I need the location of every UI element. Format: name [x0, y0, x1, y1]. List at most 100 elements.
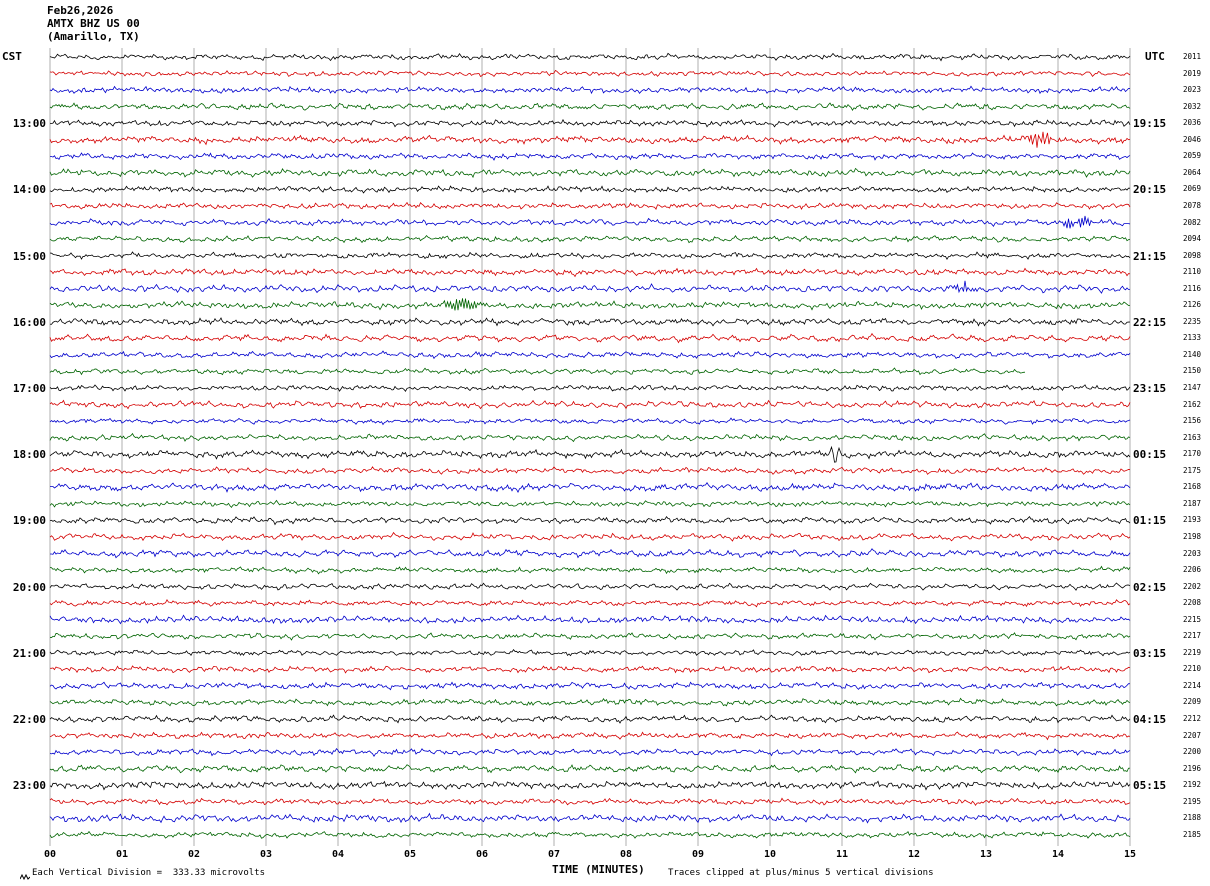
trace-id: 2163	[1183, 432, 1202, 442]
cst-hour-label: 21:00	[12, 646, 46, 660]
seismo-trace-row-20	[49, 384, 1131, 392]
trace-id: 2098	[1183, 250, 1202, 260]
seismo-trace-row-32	[49, 582, 1131, 591]
trace-id: 2046	[1183, 134, 1202, 144]
trace-id: 2198	[1183, 531, 1202, 541]
cst-hour-label: 15:00	[12, 249, 46, 263]
seismo-trace-row-10	[49, 215, 1131, 229]
utc-hour-label: 23:15	[1133, 382, 1167, 395]
seismo-trace-row-27	[49, 499, 1131, 508]
seismo-trace-row-4	[49, 118, 1131, 128]
trace-id: 2202	[1183, 581, 1202, 591]
cst-hour-label: 18:00	[12, 448, 46, 462]
trace-id: 2187	[1183, 498, 1202, 508]
seismo-trace-row-2	[49, 85, 1131, 95]
x-tick-label: 06	[475, 849, 489, 860]
seismo-trace-row-36	[49, 649, 1131, 657]
seismo-trace-row-31	[49, 565, 1131, 575]
seismo-trace-row-5	[49, 131, 1131, 148]
seismo-trace-row-12	[49, 251, 1131, 260]
seismo-trace-row-28	[49, 515, 1131, 526]
seismo-trace-row-3	[49, 102, 1131, 111]
seismo-trace-row-45	[49, 797, 1131, 806]
trace-id: 2147	[1183, 383, 1202, 392]
x-tick-label: 09	[691, 849, 705, 860]
seismo-trace-row-16	[49, 317, 1131, 327]
x-tick-label: 11	[835, 849, 849, 860]
cst-hour-label: 14:00	[12, 183, 46, 197]
seismo-trace-row-15	[49, 298, 1131, 311]
cst-hour-label: 23:00	[12, 779, 46, 793]
trace-id: 2208	[1183, 598, 1202, 608]
seismo-trace-row-13	[49, 267, 1131, 278]
utc-hour-label: 22:15	[1133, 315, 1167, 329]
trace-id: 2192	[1183, 780, 1202, 790]
seismo-trace-row-6	[49, 152, 1131, 161]
clip-note: Traces clipped at plus/minus 5 vertical …	[668, 868, 934, 878]
trace-id: 2210	[1183, 664, 1202, 674]
utc-hour-label: 01:15	[1133, 514, 1167, 528]
header-station: AMTX BHZ US 00	[47, 17, 140, 30]
header-location: (Amarillo, TX)	[47, 30, 140, 43]
seismo-trace-row-18	[49, 350, 1131, 360]
seismo-trace-row-30	[49, 548, 1131, 559]
trace-id: 2168	[1183, 482, 1202, 492]
trace-id: 2200	[1183, 747, 1202, 757]
scale-note: Each Vertical Division = 333.33 microvol…	[32, 868, 265, 878]
cst-hour-label: 20:00	[12, 580, 46, 594]
trace-id: 2011	[1183, 52, 1202, 61]
x-tick-label: 14	[1051, 849, 1065, 860]
seismo-trace-row-40	[49, 714, 1131, 724]
trace-id: 2110	[1183, 267, 1202, 277]
x-tick-label: 00	[43, 849, 57, 860]
seismo-trace-row-41	[49, 731, 1131, 741]
trace-id: 2156	[1183, 416, 1202, 426]
trace-id: 2019	[1183, 68, 1202, 78]
left-timezone-label: CST	[2, 50, 22, 63]
trace-id: 2133	[1183, 333, 1202, 343]
seismo-trace-row-46	[49, 812, 1131, 824]
x-tick-label: 04	[331, 849, 345, 860]
trace-id: 2214	[1183, 680, 1202, 690]
seismo-trace-row-26	[49, 482, 1131, 494]
trace-id: 2206	[1183, 565, 1202, 575]
trace-id: 2069	[1183, 184, 1202, 194]
seismo-trace-row-42	[49, 748, 1131, 757]
trace-id: 2059	[1183, 151, 1202, 161]
seismo-trace-row-17	[49, 332, 1131, 344]
seismo-trace-row-22	[49, 417, 1131, 426]
seismo-trace-row-44	[49, 780, 1131, 791]
microvolt-scale-glyph	[19, 873, 31, 881]
seismo-trace-row-19	[49, 367, 1026, 376]
seismo-trace-row-24	[49, 445, 1131, 463]
trace-id: 2219	[1183, 647, 1202, 657]
seismo-trace-row-14	[49, 280, 1131, 294]
cst-hour-label: 13:00	[12, 117, 46, 131]
trace-id: 2196	[1183, 763, 1202, 773]
seismo-trace-row-1	[49, 69, 1131, 78]
seismo-trace-row-33	[49, 599, 1131, 608]
utc-hour-label: 20:15	[1133, 183, 1167, 197]
cst-hour-label: 17:00	[12, 382, 46, 395]
utc-hour-label: 21:15	[1133, 249, 1167, 263]
trace-id: 2126	[1183, 300, 1202, 310]
trace-id: 2032	[1183, 101, 1202, 111]
minute-gridlines	[49, 48, 1131, 846]
seismo-trace-row-34	[49, 614, 1131, 625]
trace-id: 2203	[1183, 548, 1202, 558]
trace-id: 2140	[1183, 349, 1202, 359]
trace-id: 2215	[1183, 614, 1202, 624]
right-timezone-label: UTC	[1145, 50, 1165, 63]
trace-id: 2116	[1183, 283, 1202, 293]
seismo-trace-row-9	[49, 201, 1131, 210]
trace-id: 2078	[1183, 200, 1202, 210]
trace-id: 2064	[1183, 167, 1202, 177]
x-tick-label: 07	[547, 849, 561, 860]
trace-id: 2170	[1183, 449, 1202, 459]
trace-id: 2217	[1183, 631, 1202, 641]
trace-id: 2023	[1183, 85, 1202, 95]
seismo-trace-row-35	[49, 632, 1131, 641]
utc-hour-label: 03:15	[1133, 646, 1167, 660]
trace-id: 2082	[1183, 217, 1202, 227]
